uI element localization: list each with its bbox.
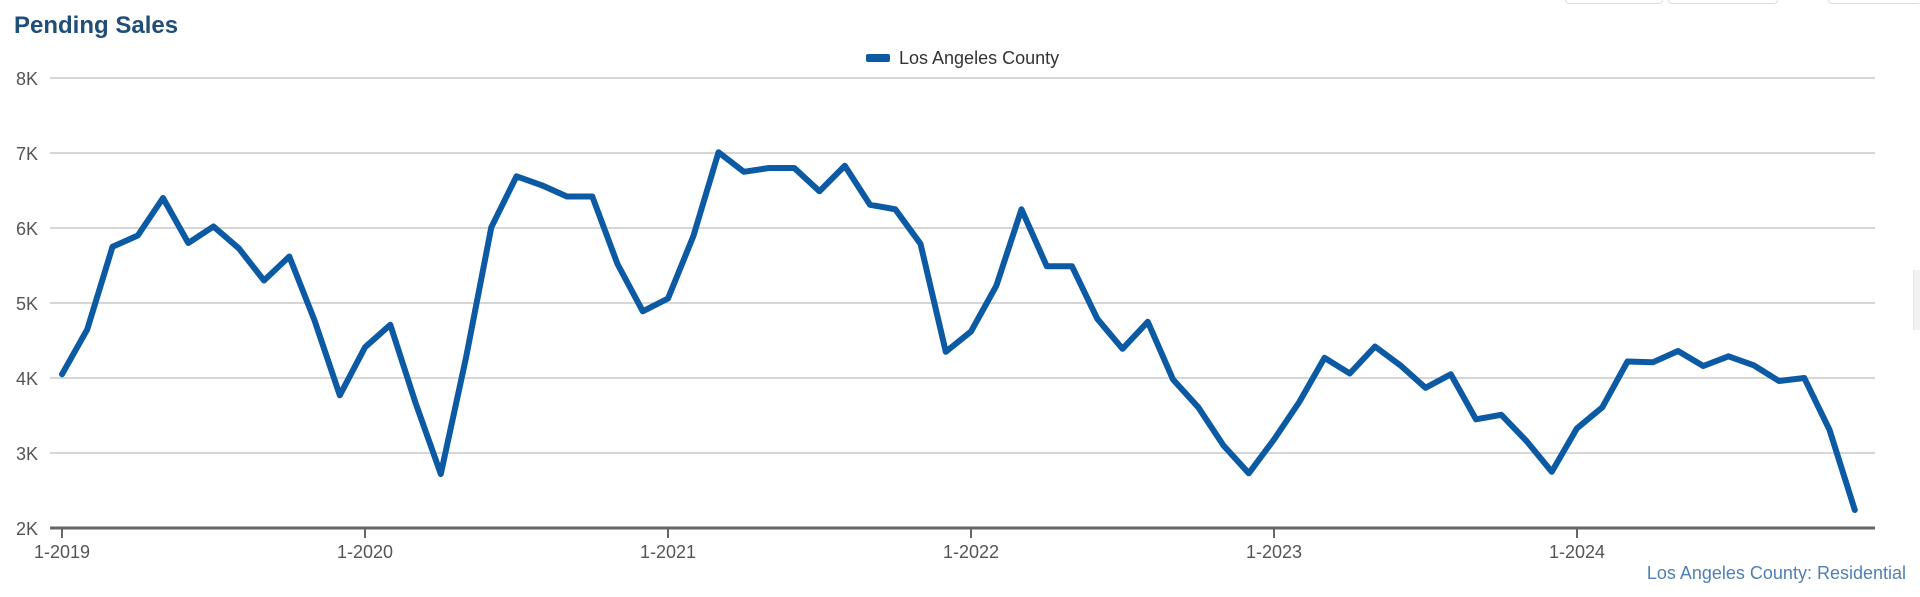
data-point[interactable] [1246, 470, 1252, 476]
data-point[interactable] [1448, 371, 1454, 377]
data-point[interactable] [463, 355, 469, 361]
data-point[interactable] [1599, 404, 1605, 410]
data-point[interactable] [968, 329, 974, 335]
data-point[interactable] [1044, 263, 1050, 269]
data-point[interactable] [1347, 371, 1353, 377]
y-tick-label: 7K [16, 144, 38, 164]
grid-lines [50, 77, 1875, 454]
data-point[interactable] [59, 371, 65, 377]
data-point[interactable] [1751, 362, 1757, 368]
data-point[interactable] [1524, 438, 1530, 444]
data-point[interactable] [615, 261, 621, 267]
data-point[interactable] [1852, 507, 1858, 513]
data-point[interactable] [665, 296, 671, 302]
data-point[interactable] [488, 224, 494, 230]
x-tick-label: 1-2024 [1549, 542, 1605, 562]
data-point[interactable] [1069, 263, 1075, 269]
data-point[interactable] [312, 317, 318, 323]
data-point[interactable] [1827, 427, 1833, 433]
data-point[interactable] [1423, 385, 1429, 391]
x-tick-label: 1-2021 [640, 542, 696, 562]
data-point[interactable] [589, 194, 595, 200]
scroll-handle[interactable] [1913, 270, 1920, 330]
data-point[interactable] [84, 326, 90, 332]
data-point[interactable] [791, 165, 797, 171]
data-point[interactable] [918, 241, 924, 247]
y-tick-label: 6K [16, 219, 38, 239]
data-point[interactable] [1675, 348, 1681, 354]
toolbar-button-3[interactable] [1828, 0, 1920, 4]
data-point[interactable] [185, 240, 191, 246]
y-tick-label: 4K [16, 369, 38, 389]
x-tick-label: 1-2019 [34, 542, 90, 562]
data-point[interactable] [1094, 316, 1100, 322]
series-line[interactable] [59, 149, 1858, 513]
data-point[interactable] [1574, 425, 1580, 431]
data-point[interactable] [1498, 412, 1504, 418]
data-point[interactable] [1776, 378, 1782, 384]
y-tick-label: 8K [16, 69, 38, 89]
x-axis: 1-2019 1-2020 1-2021 1-2022 1-2023 1-2024 [34, 526, 1875, 562]
legend-swatch [866, 54, 890, 62]
data-point[interactable] [286, 254, 292, 260]
y-tick-label: 5K [16, 294, 38, 314]
data-point[interactable] [1170, 377, 1176, 383]
data-point[interactable] [1625, 359, 1631, 365]
data-point[interactable] [1801, 375, 1807, 381]
data-point[interactable] [236, 245, 242, 251]
legend[interactable]: Los Angeles County [866, 48, 1059, 68]
data-point[interactable] [1397, 362, 1403, 368]
data-point[interactable] [110, 244, 116, 250]
data-point[interactable] [261, 278, 267, 284]
data-point[interactable] [993, 283, 999, 289]
data-point[interactable] [413, 400, 419, 406]
data-point[interactable] [867, 202, 873, 208]
data-point[interactable] [1019, 206, 1025, 212]
data-point[interactable] [741, 169, 747, 175]
legend-label: Los Angeles County [899, 48, 1059, 68]
source-label[interactable]: Los Angeles County: Residential [1647, 563, 1906, 583]
data-point[interactable] [514, 173, 520, 179]
data-point[interactable] [387, 322, 393, 328]
data-point[interactable] [1296, 399, 1302, 405]
x-tick-label: 1-2022 [943, 542, 999, 562]
data-point[interactable] [211, 224, 217, 230]
x-tick-label: 1-2023 [1246, 542, 1302, 562]
data-point[interactable] [1650, 359, 1656, 365]
y-axis-labels: 2K 3K 4K 5K 6K 7K 8K [16, 69, 38, 539]
data-point[interactable] [1549, 469, 1555, 475]
data-point[interactable] [1195, 404, 1201, 410]
data-point[interactable] [1473, 416, 1479, 422]
data-point[interactable] [1322, 355, 1328, 361]
data-point[interactable] [842, 163, 848, 169]
data-point[interactable] [1120, 346, 1126, 352]
data-point[interactable] [438, 471, 444, 477]
chart-title: Pending Sales [14, 12, 179, 39]
data-point[interactable] [1726, 353, 1732, 359]
data-point[interactable] [160, 195, 166, 201]
x-tick-label: 1-2020 [337, 542, 393, 562]
data-point[interactable] [690, 233, 696, 239]
data-point[interactable] [1700, 363, 1706, 369]
data-point[interactable] [716, 149, 722, 155]
data-point[interactable] [539, 182, 545, 188]
data-point[interactable] [564, 194, 570, 200]
data-point[interactable] [337, 392, 343, 398]
series-layer [59, 149, 1858, 513]
data-point[interactable] [1221, 443, 1227, 449]
data-point[interactable] [1145, 319, 1151, 325]
data-point[interactable] [640, 308, 646, 314]
data-point[interactable] [943, 349, 949, 355]
y-tick-label: 2K [16, 519, 38, 539]
data-point[interactable] [892, 206, 898, 212]
data-point[interactable] [766, 165, 772, 171]
data-point[interactable] [362, 344, 368, 350]
data-point[interactable] [1372, 344, 1378, 350]
data-point[interactable] [817, 188, 823, 194]
y-tick-label: 3K [16, 444, 38, 464]
data-point[interactable] [1271, 437, 1277, 443]
data-point[interactable] [135, 233, 141, 239]
